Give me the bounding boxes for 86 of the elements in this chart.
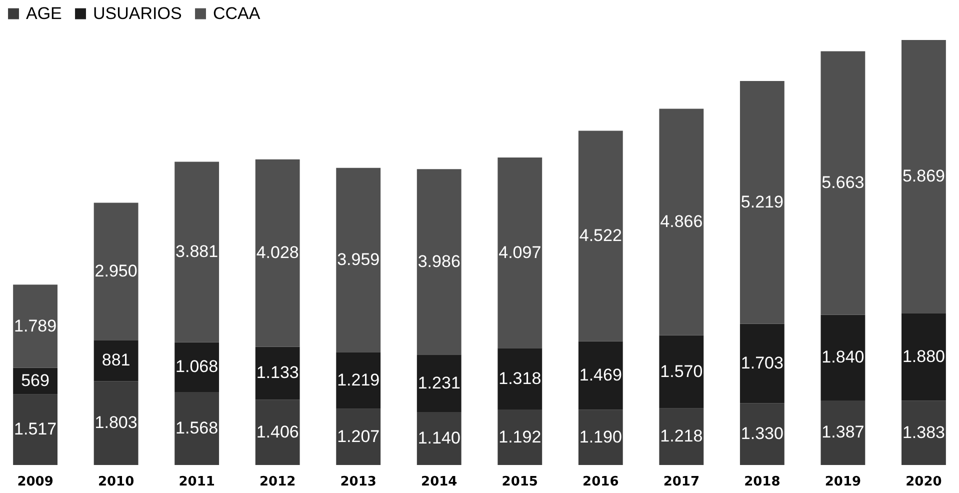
data-label: 1.383	[902, 422, 945, 442]
bar	[578, 130, 623, 342]
bar	[902, 400, 946, 465]
data-label: 5.219	[740, 192, 784, 212]
data-label: 881	[102, 350, 130, 370]
data-label: 569	[21, 371, 50, 390]
x-tick-label: 2017	[663, 474, 700, 490]
x-tick-label: 2015	[502, 474, 538, 490]
data-label: 1.517	[14, 420, 57, 439]
data-label: 1.840	[822, 348, 864, 367]
x-tick-label: 2014	[421, 474, 458, 490]
bar	[820, 400, 866, 465]
data-label: 5.663	[822, 173, 864, 192]
bar	[498, 410, 542, 465]
x-tick-label: 2012	[259, 474, 296, 490]
data-label: 1.406	[256, 422, 299, 442]
data-label: 3.881	[176, 242, 218, 262]
data-label: 1.789	[14, 316, 57, 336]
bar	[336, 352, 381, 409]
bar	[498, 348, 542, 410]
data-label: 3.959	[337, 250, 380, 269]
bar	[255, 346, 300, 400]
bar	[174, 162, 220, 342]
data-label: 1.880	[902, 346, 945, 366]
bar	[255, 159, 300, 347]
bar	[416, 412, 462, 465]
data-label: 1.231	[418, 373, 460, 392]
data-label: 1.219	[337, 370, 380, 390]
bar	[740, 403, 784, 465]
bar	[94, 202, 138, 340]
data-label: 2.950	[94, 261, 138, 280]
x-tick-label: 2018	[744, 474, 780, 490]
data-label: 1.330	[740, 424, 784, 444]
bar	[902, 40, 946, 314]
bar	[255, 400, 300, 465]
data-label: 1.140	[418, 428, 460, 448]
legend-label: AGE	[26, 4, 62, 23]
bar	[820, 314, 866, 400]
legend-label: CCAA	[213, 4, 261, 23]
data-label: 1.387	[822, 422, 864, 442]
legend-label: USUARIOS	[93, 4, 182, 23]
bar	[174, 342, 220, 392]
data-label: 1.190	[579, 427, 622, 446]
bar	[659, 335, 704, 408]
data-label: 4.028	[256, 243, 299, 262]
data-label: 1.133	[256, 363, 299, 382]
data-label: 5.869	[902, 166, 945, 186]
data-label: 1.803	[94, 413, 138, 432]
data-label: 1.469	[579, 365, 622, 384]
x-tick-label: 2013	[340, 474, 376, 490]
bar	[578, 341, 623, 410]
bar	[336, 408, 381, 465]
bar	[578, 410, 623, 465]
data-label: 4.522	[579, 226, 622, 246]
bar	[94, 381, 138, 465]
data-label: 4.866	[660, 212, 703, 232]
x-tick-label: 2010	[98, 474, 134, 490]
bar	[498, 158, 542, 348]
x-tick-label: 2020	[906, 474, 942, 490]
bar	[174, 392, 220, 465]
data-label: 1.703	[740, 353, 784, 372]
bar	[336, 168, 381, 352]
bar	[820, 51, 866, 315]
data-label: 1.207	[337, 426, 380, 446]
bar	[740, 80, 784, 324]
x-tick-label: 2016	[582, 474, 619, 490]
bar	[13, 284, 58, 368]
x-tick-label: 2009	[17, 474, 54, 490]
data-label: 1.218	[660, 426, 703, 446]
bar	[659, 108, 704, 336]
bar	[740, 324, 784, 404]
bar	[902, 313, 946, 401]
data-label: 4.097	[498, 242, 542, 262]
bar	[94, 340, 138, 382]
data-label: 1.318	[498, 368, 542, 388]
data-label: 1.068	[176, 357, 218, 376]
data-label: 3.986	[418, 252, 460, 271]
bar	[13, 394, 58, 465]
bar	[416, 169, 462, 355]
data-label: 1.192	[498, 427, 542, 446]
data-label: 1.568	[176, 418, 218, 438]
bar	[416, 354, 462, 412]
x-tick-label: 2011	[178, 474, 215, 490]
bar	[659, 408, 704, 465]
data-label: 1.570	[660, 362, 703, 381]
x-tick-label: 2019	[824, 474, 862, 490]
